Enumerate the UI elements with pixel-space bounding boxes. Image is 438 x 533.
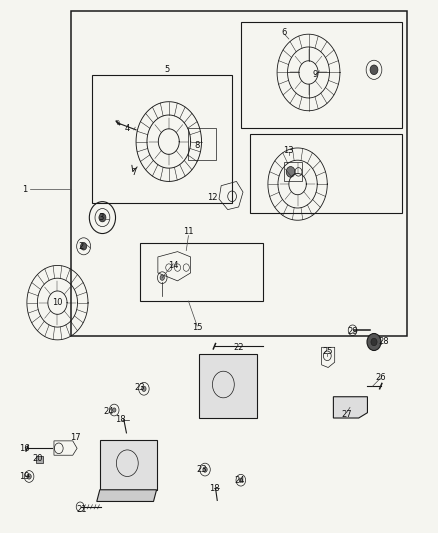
Circle shape bbox=[203, 467, 207, 472]
Text: 9: 9 bbox=[312, 70, 318, 78]
Text: 2: 2 bbox=[79, 242, 84, 251]
Text: 4: 4 bbox=[125, 124, 130, 133]
Text: 18: 18 bbox=[116, 415, 126, 424]
Circle shape bbox=[81, 243, 87, 250]
Text: 24: 24 bbox=[235, 476, 245, 484]
Text: 3: 3 bbox=[99, 213, 104, 222]
Text: 16: 16 bbox=[19, 444, 30, 453]
Text: 22: 22 bbox=[233, 343, 244, 352]
Circle shape bbox=[160, 275, 164, 280]
Text: 6: 6 bbox=[282, 28, 287, 37]
Text: 14: 14 bbox=[168, 261, 178, 270]
Circle shape bbox=[113, 408, 116, 412]
Text: 27: 27 bbox=[341, 410, 352, 419]
Polygon shape bbox=[333, 397, 367, 418]
Polygon shape bbox=[100, 440, 156, 490]
Text: 23: 23 bbox=[134, 383, 145, 392]
Text: 11: 11 bbox=[183, 228, 194, 237]
Ellipse shape bbox=[109, 443, 146, 485]
Circle shape bbox=[370, 65, 378, 75]
Circle shape bbox=[286, 166, 295, 177]
Text: 18: 18 bbox=[209, 483, 220, 492]
Circle shape bbox=[371, 338, 377, 346]
Circle shape bbox=[239, 478, 243, 482]
Text: 15: 15 bbox=[192, 323, 202, 332]
Polygon shape bbox=[97, 490, 156, 502]
Bar bbox=[36, 456, 42, 463]
Text: 20: 20 bbox=[32, 455, 43, 463]
Bar bbox=[188, 128, 215, 160]
Text: 29: 29 bbox=[347, 327, 357, 336]
Text: 10: 10 bbox=[52, 298, 63, 307]
Text: 25: 25 bbox=[322, 347, 332, 356]
Text: 13: 13 bbox=[283, 146, 294, 155]
Polygon shape bbox=[199, 354, 258, 418]
Text: 8: 8 bbox=[194, 141, 200, 150]
Text: 5: 5 bbox=[164, 66, 169, 74]
Circle shape bbox=[142, 386, 146, 391]
Bar bbox=[285, 163, 302, 181]
Text: 12: 12 bbox=[207, 193, 218, 202]
Text: 28: 28 bbox=[379, 337, 389, 346]
Text: 21: 21 bbox=[76, 505, 87, 514]
Circle shape bbox=[27, 474, 31, 479]
Text: 19: 19 bbox=[19, 472, 30, 481]
Text: 7: 7 bbox=[131, 168, 137, 177]
Text: 17: 17 bbox=[70, 433, 80, 442]
Circle shape bbox=[367, 334, 381, 351]
Text: 23: 23 bbox=[196, 465, 207, 474]
Text: 26: 26 bbox=[375, 373, 386, 382]
Circle shape bbox=[99, 213, 106, 222]
Polygon shape bbox=[71, 11, 407, 336]
Text: 24: 24 bbox=[104, 407, 114, 416]
Ellipse shape bbox=[206, 364, 240, 409]
Text: 1: 1 bbox=[22, 185, 27, 194]
